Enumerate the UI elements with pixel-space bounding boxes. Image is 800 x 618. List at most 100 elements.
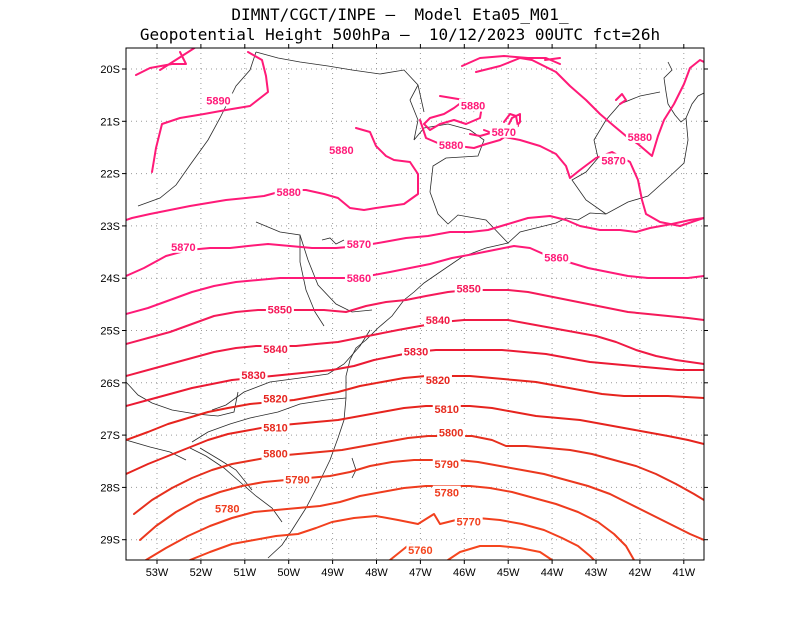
contour-label: 5880 [625, 129, 654, 144]
contour-label-text: 5880 [276, 187, 300, 199]
lat-tick-label: 23S [100, 221, 120, 233]
contour-5820 [126, 375, 704, 441]
contour-label-text: 5850 [268, 305, 292, 317]
contour-label: 5870 [344, 237, 373, 251]
lon-tick-label: 46W [453, 567, 476, 579]
contour-label-text: 5830 [241, 370, 265, 382]
state-border-sc-rs [191, 397, 347, 443]
river-parana [199, 447, 253, 491]
contour-5850 [126, 289, 704, 345]
contour-label: 5800 [261, 446, 290, 460]
contour-label-bg [213, 501, 242, 515]
contour-label-text: 5830 [404, 346, 428, 358]
lat-tick-label: 28S [100, 482, 120, 494]
contour-label: 5830 [402, 344, 431, 358]
lat-tick-label: 20S [100, 64, 120, 76]
contour-label-bg [406, 543, 435, 557]
contour-label-bg [432, 456, 461, 470]
contour-label: 5870 [599, 153, 628, 168]
contour-label-bg [432, 401, 461, 415]
contour-label: 5860 [542, 250, 571, 264]
contour-label-text: 5850 [456, 284, 480, 296]
contour-label-text: 5860 [347, 273, 371, 285]
coastline [267, 61, 704, 559]
lat-tick-label: 29S [100, 535, 120, 547]
state-border-ms-sp [299, 234, 373, 313]
contour-label-text: 5870 [171, 242, 195, 254]
contour-label-text: 5780 [215, 503, 239, 515]
contour-5870 [126, 215, 704, 277]
contour-label-text: 5800 [439, 427, 463, 439]
contour-5880-topright [461, 55, 561, 67]
height-contours [126, 48, 704, 560]
lon-tick-label: 45W [497, 567, 520, 579]
contour-label-bg [344, 237, 373, 251]
contour-label-bg [204, 93, 233, 107]
contour-label-bg [265, 302, 294, 316]
contour-5840 [126, 319, 704, 377]
contour-label: 5780 [213, 501, 242, 515]
contour-label-text: 5780 [434, 488, 458, 500]
contour-label-bg [261, 391, 290, 405]
contour-label-text: 5880 [439, 140, 463, 152]
contour-label-text: 5890 [206, 95, 230, 107]
contour-label: 5800 [437, 425, 466, 439]
state-border-mg-es [571, 91, 661, 215]
contour-label-text: 5880 [628, 132, 652, 144]
contour-label: 5870 [169, 239, 198, 254]
lon-tick-label: 50W [277, 567, 300, 579]
contour-label-bg [432, 485, 461, 499]
contour-label-text: 5870 [492, 127, 516, 139]
contour-label: 5890 [204, 93, 233, 107]
map-title-line2: Geopotential Height 500hPa – 10/12/2023 … [139, 25, 661, 44]
contour-label: 5770 [454, 514, 483, 528]
contour-label-bg [261, 420, 290, 434]
contour-label-text: 5840 [426, 315, 450, 327]
contour-label-bg [625, 129, 654, 143]
contour-label-text: 5790 [434, 459, 458, 471]
contour-label: 5790 [283, 472, 312, 487]
contour-label-bg [454, 514, 483, 528]
contour-5870-small [503, 93, 627, 131]
contour-label-bg [402, 344, 431, 358]
contour-5770 [189, 513, 595, 560]
contour-5810 [126, 405, 704, 475]
contour-5860 [126, 245, 704, 315]
contour-label: 5820 [261, 391, 290, 405]
contour-label-bg [344, 271, 373, 285]
lon-tick-label: 53W [146, 567, 169, 579]
contour-label-bg [261, 341, 290, 355]
lat-tick-label: 27S [100, 430, 120, 442]
contour-label: 5810 [261, 420, 290, 434]
contour-label-text: 5820 [426, 375, 450, 387]
contour-label: 5880 [437, 137, 466, 152]
lon-tick-label: 52W [190, 567, 213, 579]
lon-tick-label: 42W [629, 567, 652, 579]
state-border-go-mg [137, 51, 257, 207]
contour-label-bg [283, 472, 312, 486]
contour-label: 5830 [239, 367, 268, 382]
border-argentina [126, 381, 239, 417]
contour-label: 5880 [274, 184, 303, 199]
contour-label-bg [327, 143, 356, 157]
contour-label-bg [599, 153, 628, 167]
state-border-pr-sc [211, 329, 371, 411]
longitude-axis: 53W 52W 51W 50W 49W 48W 47W 46W 45W 44W 43W 42W 41W [146, 44, 696, 579]
lon-tick-label: 49W [321, 567, 344, 579]
map-title-line1: DIMNT/CGCT/INPE – Model Eta05_M01_ [231, 5, 569, 24]
border-paraguay [126, 439, 187, 461]
border-uruguay [189, 447, 283, 523]
contour-label: 5870 [489, 124, 518, 139]
lon-tick-label: 48W [365, 567, 388, 579]
contour-label-text: 5840 [263, 344, 287, 356]
contour-label-text: 5800 [263, 448, 287, 460]
contour-label-text: 5880 [329, 145, 353, 157]
contour-label-text: 5790 [285, 475, 309, 487]
contour-label-bg [261, 446, 290, 460]
contour-label-text: 5810 [434, 404, 458, 416]
lon-tick-label: 43W [585, 567, 608, 579]
contour-label-bg [423, 313, 452, 327]
contour-label: 5840 [261, 341, 290, 356]
lat-tick-label: 26S [100, 378, 120, 390]
